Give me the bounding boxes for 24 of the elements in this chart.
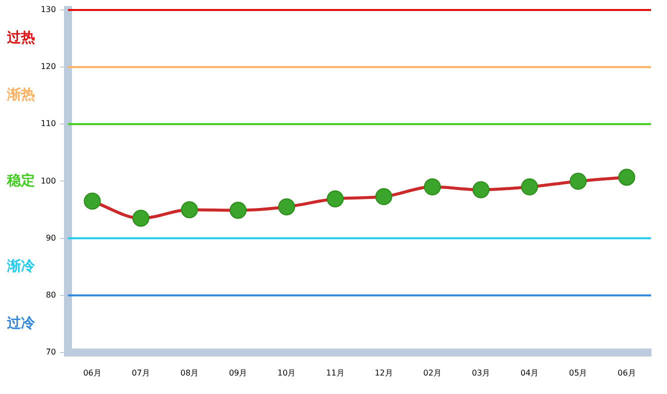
y-tick-label: 110 — [40, 119, 56, 128]
y-tick-label: 130 — [40, 5, 56, 14]
x-tick-label: 06月 — [618, 368, 636, 378]
x-tick-label: 03月 — [472, 368, 490, 378]
text: 渐热 — [6, 87, 35, 104]
y-tick-label: 70 — [46, 347, 56, 356]
x-tick-label: 06月 — [83, 368, 102, 378]
text: 过热 — [6, 30, 35, 46]
x-tick-label: 07月 — [132, 368, 150, 378]
x-tick-label: 04月 — [520, 368, 539, 378]
y-tick-label: 100 — [40, 176, 56, 186]
x-tick-label: 11月 — [326, 368, 344, 378]
x-tick-label: 12月 — [374, 368, 393, 378]
x-tick-label: 02月 — [423, 368, 442, 378]
text: 过冷 — [6, 316, 36, 332]
y-tick-label: 120 — [40, 62, 56, 72]
x-tick-label: 05月 — [569, 368, 588, 378]
text: 渐冷 — [6, 258, 36, 274]
y-tick-label: 80 — [46, 290, 56, 300]
x-tick-label: 08月 — [180, 368, 199, 378]
text: 稳定 — [6, 172, 35, 189]
x-tick-label: 10月 — [278, 368, 296, 378]
y-tick-label: 90 — [46, 233, 56, 242]
x-tick-label: 09月 — [228, 368, 248, 378]
